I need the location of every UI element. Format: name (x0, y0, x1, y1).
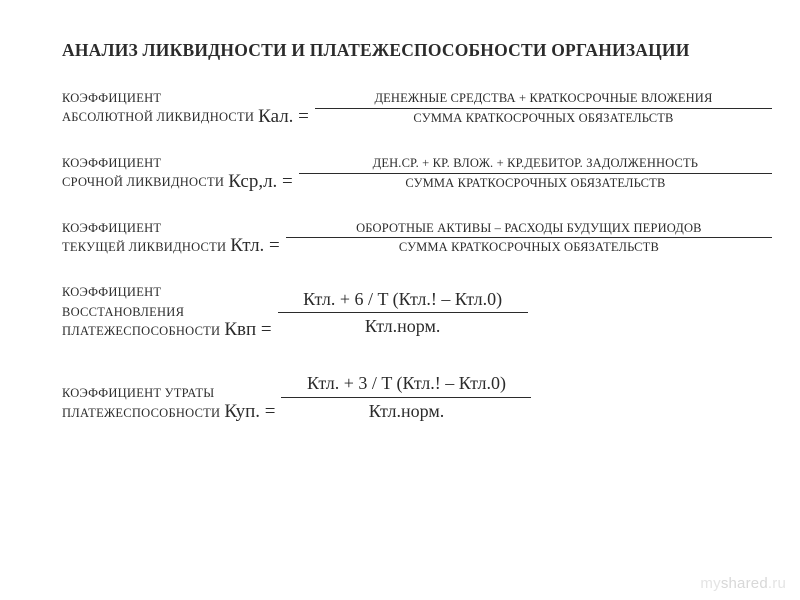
fraction: Ктл. + 3 / T (Ктл.! – Ктл.0) Ктл.норм. (281, 371, 531, 423)
coef-label-line: КОЭФФИЦИЕНТ (62, 89, 254, 108)
coef-label: КОЭФФИЦИЕНТ ТЕКУЩЕЙ ЛИКВИДНОСТИ (62, 219, 226, 258)
watermark-part: my (700, 575, 720, 592)
coef-symbol: Кср,л. = (224, 171, 299, 193)
fraction-bar (299, 173, 772, 174)
fraction: Ктл. + 6 / T (Ктл.! – Ктл.0) Ктл.норм. (278, 287, 528, 339)
fraction-bar (281, 397, 531, 398)
fraction-denominator: СУММА КРАТКОСРОЧНЫХ ОБЯЗАТЕЛЬСТВ (413, 110, 673, 127)
coef-symbol: Ктл. = (226, 235, 285, 257)
coef-label-line: ПЛАТЕЖЕСПОСОБНОСТИ (62, 404, 220, 423)
fraction-denominator: Ктл.норм. (365, 314, 440, 338)
coef-symbol: Куп. = (220, 401, 281, 423)
fraction-numerator: ОБОРОТНЫЕ АКТИВЫ – РАСХОДЫ БУДУЩИХ ПЕРИО… (356, 220, 702, 237)
formula-row: КОЭФФИЦИЕНТ ТЕКУЩЕЙ ЛИКВИДНОСТИ Ктл. = О… (62, 219, 772, 258)
formula-row: КОЭФФИЦИЕНТ АБСОЛЮТНОЙ ЛИКВИДНОСТИ Кал. … (62, 89, 772, 128)
coef-label: КОЭФФИЦИЕНТ СРОЧНОЙ ЛИКВИДНОСТИ (62, 154, 224, 193)
coef-label-line: ТЕКУЩЕЙ ЛИКВИДНОСТИ (62, 238, 226, 257)
coef-label-line: КОЭФФИЦИЕНТ (62, 154, 224, 173)
formula-row: КОЭФФИЦИЕНТ УТРАТЫ ПЛАТЕЖЕСПОСОБНОСТИ Ку… (62, 371, 772, 423)
watermark-part: .ru (768, 575, 786, 592)
formula-row: КОЭФФИЦИЕНТ СРОЧНОЙ ЛИКВИДНОСТИ Кср,л. =… (62, 154, 772, 193)
fraction-denominator: СУММА КРАТКОСРОЧНЫХ ОБЯЗАТЕЛЬСТВ (405, 175, 665, 192)
fraction-denominator: СУММА КРАТКОСРОЧНЫХ ОБЯЗАТЕЛЬСТВ (399, 239, 659, 256)
fraction: ОБОРОТНЫЕ АКТИВЫ – РАСХОДЫ БУДУЩИХ ПЕРИО… (286, 220, 772, 257)
fraction-bar (286, 237, 772, 238)
coef-label-line: СРОЧНОЙ ЛИКВИДНОСТИ (62, 173, 224, 192)
coef-label-line: КОЭФФИЦИЕНТ УТРАТЫ (62, 384, 220, 403)
watermark-part: shared (721, 575, 768, 592)
fraction-bar (278, 312, 528, 313)
fraction-denominator: Ктл.норм. (369, 399, 444, 423)
coef-label-line: ВОССТАНОВЛЕНИЯ (62, 303, 220, 322)
fraction-bar (315, 108, 772, 109)
coef-symbol: Квп = (220, 319, 277, 341)
fraction-numerator: Ктл. + 3 / T (Ктл.! – Ктл.0) (307, 371, 506, 395)
formula-row: КОЭФФИЦИЕНТ ВОССТАНОВЛЕНИЯ ПЛАТЕЖЕСПОСОБ… (62, 283, 772, 341)
coef-label: КОЭФФИЦИЕНТ АБСОЛЮТНОЙ ЛИКВИДНОСТИ (62, 89, 254, 128)
fraction: ДЕНЕЖНЫЕ СРЕДСТВА + КРАТКОСРОЧНЫЕ ВЛОЖЕН… (315, 90, 772, 127)
coef-label: КОЭФФИЦИЕНТ ВОССТАНОВЛЕНИЯ ПЛАТЕЖЕСПОСОБ… (62, 283, 220, 341)
coef-label-line: АБСОЛЮТНОЙ ЛИКВИДНОСТИ (62, 108, 254, 127)
coef-symbol: Кал. = (254, 106, 315, 128)
coef-label-line: ПЛАТЕЖЕСПОСОБНОСТИ (62, 322, 220, 341)
fraction: ДЕН.СР. + КР. ВЛОЖ. + КР.ДЕБИТОР. ЗАДОЛЖ… (299, 155, 772, 192)
coef-label-line: КОЭФФИЦИЕНТ (62, 283, 220, 302)
coef-label-line: КОЭФФИЦИЕНТ (62, 219, 226, 238)
fraction-numerator: ДЕН.СР. + КР. ВЛОЖ. + КР.ДЕБИТОР. ЗАДОЛЖ… (373, 155, 698, 172)
watermark: myshared.ru (700, 575, 786, 592)
fraction-numerator: ДЕНЕЖНЫЕ СРЕДСТВА + КРАТКОСРОЧНЫЕ ВЛОЖЕН… (374, 90, 712, 107)
page-title: АНАЛИЗ ЛИКВИДНОСТИ И ПЛАТЕЖЕСПОСОБНОСТИ … (62, 40, 772, 61)
fraction-numerator: Ктл. + 6 / T (Ктл.! – Ктл.0) (303, 287, 502, 311)
coef-label: КОЭФФИЦИЕНТ УТРАТЫ ПЛАТЕЖЕСПОСОБНОСТИ (62, 384, 220, 423)
